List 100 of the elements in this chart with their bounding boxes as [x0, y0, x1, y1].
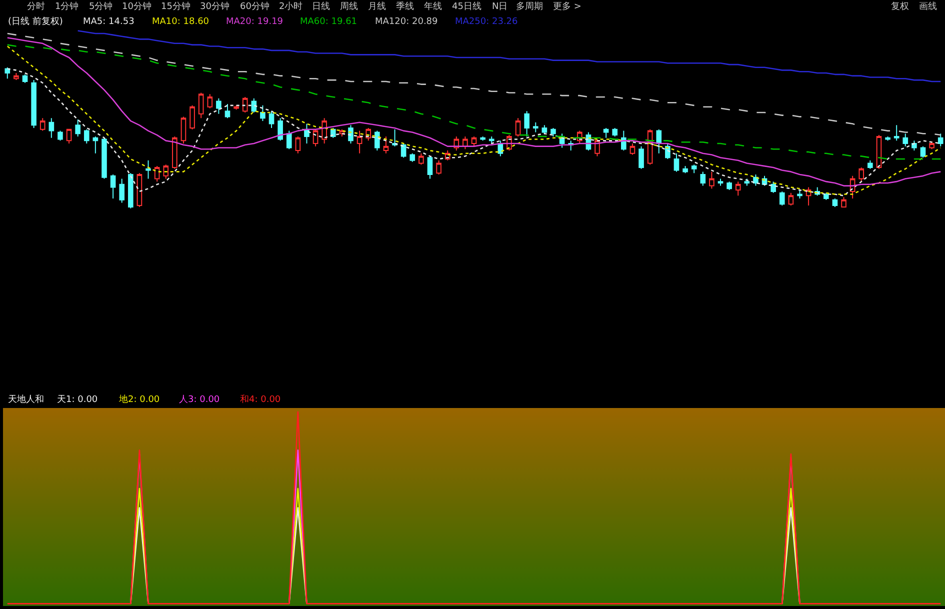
candlestick	[858, 166, 864, 182]
text: 和4: 0.00	[240, 394, 281, 405]
text: 天1: 0.00	[57, 394, 98, 405]
candlestick	[146, 160, 151, 180]
candlestick	[92, 136, 98, 154]
candlestick	[524, 110, 530, 137]
candlestick	[172, 136, 178, 170]
text: 复权	[891, 1, 909, 12]
candlestick	[278, 118, 283, 142]
candlestick	[779, 190, 785, 206]
candlestick	[480, 136, 486, 142]
candlestick	[885, 136, 890, 142]
candlestick	[374, 130, 380, 152]
text: MA60: 19.61	[300, 17, 358, 27]
text: 画线	[919, 1, 937, 12]
candlestick	[691, 164, 697, 174]
candlestick	[84, 128, 90, 144]
candlestick	[22, 74, 28, 84]
text: 季线	[396, 1, 414, 12]
candlestick	[136, 172, 142, 208]
candlestick	[902, 133, 908, 147]
candlestick	[410, 152, 416, 162]
candlestick	[356, 130, 362, 154]
candlestick	[260, 104, 266, 122]
text: 年线	[424, 1, 442, 12]
candlestick	[770, 181, 776, 194]
candlestick	[418, 152, 424, 166]
text: 10分钟	[122, 1, 152, 12]
candlestick	[912, 140, 917, 152]
text: N日	[492, 2, 508, 12]
candlestick	[207, 94, 213, 109]
text: MA10: 18.60	[152, 17, 210, 27]
text: 5分钟	[89, 1, 113, 12]
text: 15分钟	[161, 1, 190, 12]
candlestick	[242, 96, 248, 113]
candlestick	[14, 72, 19, 81]
candlestick	[58, 130, 63, 142]
candlestick	[841, 196, 846, 208]
candlestick	[938, 133, 944, 147]
candlestick	[709, 171, 714, 190]
candlestick	[894, 124, 900, 142]
candlestick	[128, 172, 134, 209]
candlestick	[216, 98, 222, 114]
text: 30分钟	[200, 1, 230, 12]
candlestick	[163, 164, 169, 180]
text: 周线	[340, 1, 358, 12]
candlestick	[532, 122, 538, 133]
candlestick	[542, 124, 548, 134]
text: 人3: 0.00	[179, 394, 220, 405]
text: 更多 >	[553, 1, 582, 12]
candlestick	[868, 160, 873, 170]
candlestick	[674, 152, 680, 172]
candlestick	[436, 160, 442, 176]
candlestick	[735, 181, 741, 196]
candlestick	[48, 118, 54, 138]
candlestick	[295, 136, 301, 154]
candlestick	[31, 80, 36, 128]
candlestick	[154, 166, 160, 182]
candlestick	[66, 128, 72, 144]
text: 地2: 0.00	[118, 394, 160, 405]
chart-title: 天地人和	[8, 394, 44, 405]
candlestick	[700, 171, 706, 186]
chart-title: (日线 前复权)	[8, 16, 63, 27]
candlestick	[929, 142, 934, 150]
candlestick	[797, 190, 802, 199]
candlestick	[190, 104, 195, 130]
text: 分时	[27, 1, 45, 12]
text: 多周期	[516, 1, 543, 12]
candlestick	[630, 143, 636, 156]
candlestick	[682, 166, 688, 174]
candlestick	[234, 104, 239, 110]
candlestick	[224, 104, 230, 119]
candlestick	[612, 127, 618, 137]
text: 60分钟	[240, 1, 270, 12]
candlestick	[180, 116, 186, 144]
candlestick	[718, 178, 724, 186]
candlestick	[383, 136, 389, 154]
text: 1分钟	[55, 1, 79, 12]
candlestick	[920, 146, 926, 158]
candlestick	[322, 118, 327, 144]
candlestick	[550, 127, 556, 137]
candlestick	[488, 136, 494, 144]
candlestick	[603, 127, 609, 138]
text: 日线	[312, 1, 330, 12]
candlestick	[656, 128, 662, 154]
text: 2小时	[279, 1, 303, 12]
candlestick	[788, 192, 794, 206]
candlestick	[286, 130, 292, 150]
candlestick	[40, 118, 46, 132]
candlestick	[823, 192, 829, 200]
text: MA20: 19.19	[226, 17, 284, 27]
text: 45日线	[452, 1, 482, 12]
text: MA120: 20.89	[375, 17, 438, 27]
candlestick	[75, 119, 80, 137]
candlestick	[110, 174, 116, 199]
candlestick	[392, 128, 398, 147]
candlestick	[268, 110, 274, 128]
candlestick	[726, 181, 732, 191]
candlestick	[638, 146, 644, 170]
candlestick	[427, 156, 433, 180]
